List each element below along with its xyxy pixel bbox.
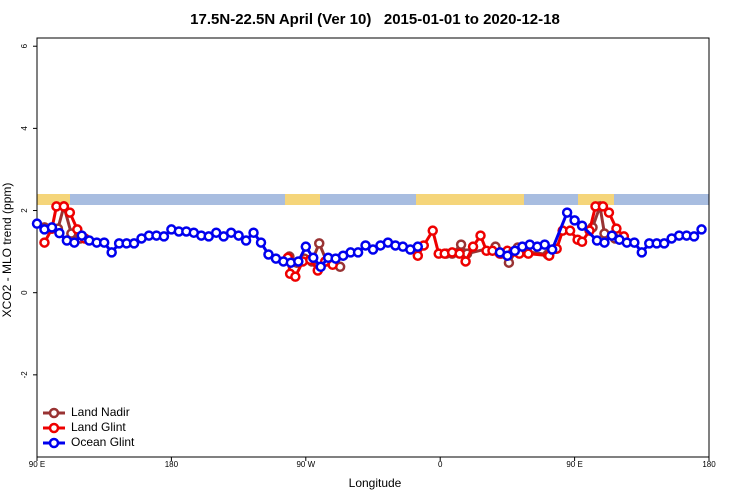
legend-marker: [48, 407, 60, 419]
data-point: [576, 220, 588, 231]
data-point: [412, 241, 424, 252]
data-point: [688, 231, 700, 242]
data-point: [293, 256, 304, 267]
data-point: [308, 252, 319, 264]
data-point: [455, 239, 467, 250]
data-point: [31, 218, 43, 229]
data-point: [158, 231, 170, 242]
legend-label: Land Nadir: [71, 405, 130, 419]
data-point: [629, 237, 640, 248]
data-point: [564, 225, 576, 236]
legend-label: Ocean Glint: [71, 435, 135, 449]
data-point: [98, 237, 110, 248]
data-point: [597, 201, 609, 212]
legend-marker: [48, 422, 60, 434]
data-point: [658, 238, 670, 249]
y-tick-label: 4: [20, 126, 29, 131]
data-point: [539, 239, 550, 250]
data-point: [546, 244, 558, 255]
y-tick-label: -2: [20, 371, 29, 379]
y-tick-label: 6: [20, 43, 29, 48]
data-point: [54, 227, 65, 239]
x-tick-label: 90 E: [566, 460, 582, 469]
x-tick-label: 0: [438, 460, 443, 469]
data-point: [696, 224, 707, 235]
chart-title: 17.5N-22.5N April (Ver 10) 2015-01-01 to…: [190, 11, 560, 28]
data-point: [290, 271, 301, 282]
data-point: [467, 241, 479, 252]
data-point: [611, 223, 622, 234]
data-point: [460, 256, 471, 267]
x-tick-label: 90 E: [29, 460, 45, 469]
data-point: [255, 237, 267, 248]
data-point: [367, 244, 379, 255]
data-point: [636, 247, 648, 258]
data-point: [502, 250, 513, 261]
data-point: [412, 250, 424, 261]
data-point: [240, 235, 252, 246]
data-point: [69, 237, 80, 248]
data-point: [128, 238, 140, 249]
data-point: [233, 230, 244, 241]
data-point: [561, 207, 573, 218]
x-axis-label: Longitude: [349, 476, 402, 490]
data-point: [263, 249, 274, 260]
data-point: [315, 261, 326, 273]
data-point: [509, 245, 521, 257]
x-tick-label: 180: [165, 460, 179, 469]
legend-marker: [48, 437, 60, 449]
data-point: [248, 227, 259, 238]
data-point: [64, 207, 76, 218]
y-tick-label: 2: [20, 208, 29, 213]
data-point: [106, 247, 117, 258]
data-point: [606, 230, 618, 241]
data-point: [76, 230, 88, 241]
data-point: [352, 247, 364, 258]
data-point: [300, 241, 312, 252]
data-point: [427, 225, 438, 236]
data-point: [523, 248, 534, 259]
data-point: [599, 237, 610, 248]
data-point: [576, 236, 588, 247]
data-point: [603, 207, 615, 218]
y-axis-label: XCO2 - MLO trend (ppm): [0, 183, 14, 318]
series-line: [44, 200, 616, 269]
x-tick-label: 90 W: [296, 460, 315, 469]
data-point: [475, 230, 486, 241]
data-point: [569, 215, 580, 226]
map-strip: [37, 194, 709, 205]
y-tick-label: 0: [20, 290, 29, 295]
x-tick-label: 180: [702, 460, 716, 469]
plot-frame: [36, 37, 710, 458]
legend-label: Land Glint: [71, 420, 126, 434]
data-point: [454, 248, 465, 259]
data-point: [58, 201, 70, 212]
data-point: [46, 222, 58, 233]
data-point: [39, 237, 50, 248]
data-point: [313, 238, 325, 249]
data-point: [360, 240, 371, 251]
